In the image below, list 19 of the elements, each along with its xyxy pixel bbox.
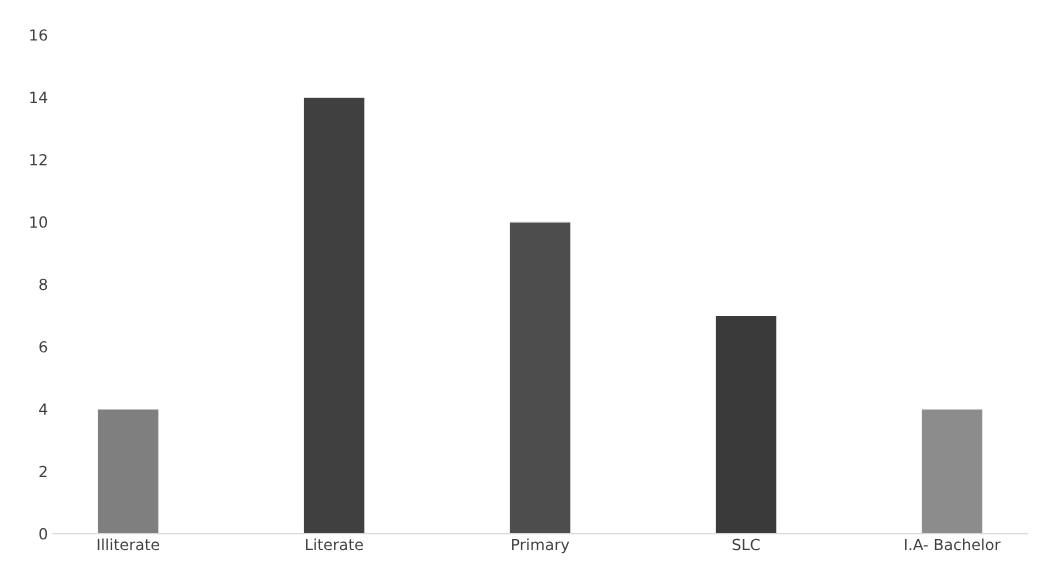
bar [96, 408, 160, 534]
x-tick-label: SLC [732, 538, 760, 551]
x-tick-label: Illiterate [97, 538, 160, 551]
y-tick-label: 12 [30, 153, 47, 166]
y-tick-label: 16 [30, 29, 48, 41]
bar [714, 314, 778, 534]
bar [508, 221, 572, 534]
y-tick-label: 0 [39, 528, 48, 540]
y-tick-label: 6 [39, 341, 48, 353]
x-tick-label: Literate [306, 538, 363, 551]
y-tick-label: 4 [39, 403, 48, 415]
x-tick-label: Primary [512, 538, 570, 554]
y-tick-label: 14 [30, 91, 48, 103]
x-tick-label: I.A- Bachelor [905, 538, 1001, 551]
y-tick-label: 2 [39, 465, 47, 478]
y-tick-label: 8 [39, 278, 48, 291]
y-tick-label: 10 [30, 216, 48, 228]
bar [302, 96, 366, 534]
bar [920, 408, 984, 534]
